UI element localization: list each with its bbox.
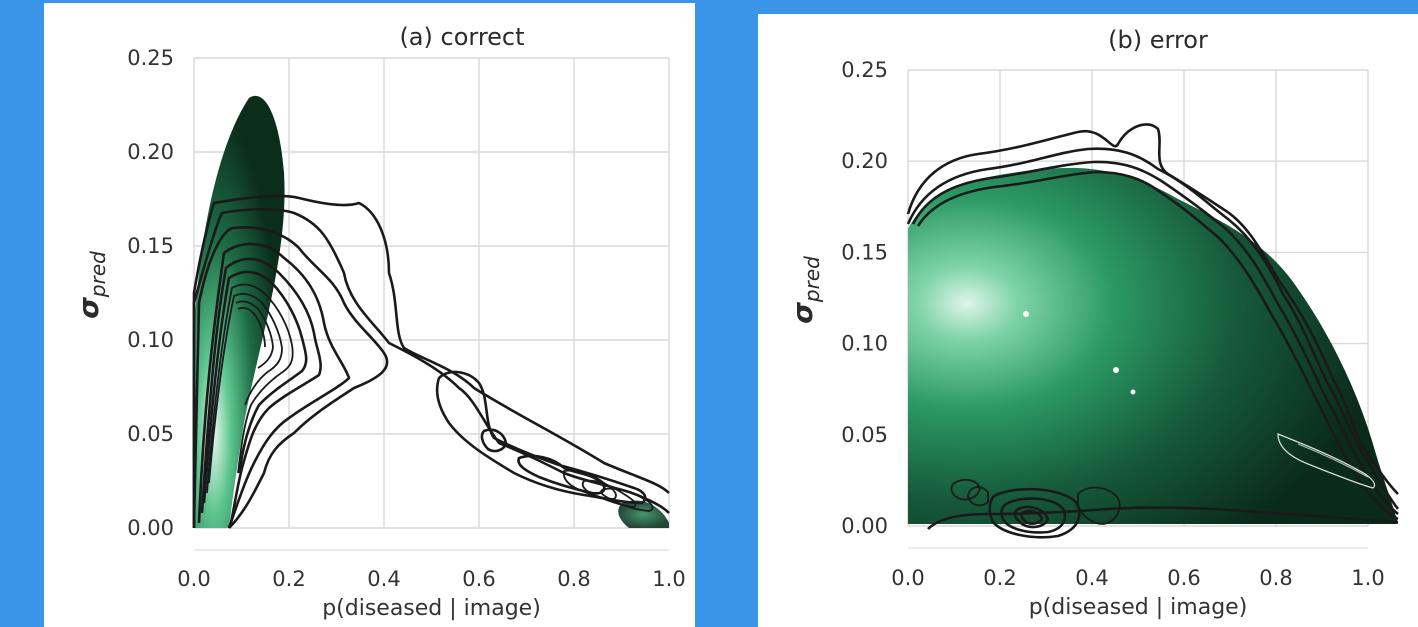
y-tick-label: 0.15 <box>127 234 174 258</box>
y-axis-label: σpred <box>72 251 110 319</box>
y-tick-label: 0.10 <box>127 328 174 352</box>
chart-svg-correct: 0.0 0.2 0.4 0.6 0.8 1.0 0.00 0.05 0.10 0.15 0.20 0.… <box>72 23 686 621</box>
x-tick-label: 0.8 <box>557 567 590 591</box>
axis-labels: 0.0 0.2 0.4 0.6 0.8 1.0 0.00 0.05 0.10 0.15 0.20 0.… <box>786 26 1385 620</box>
x-tick-label: 0.8 <box>1259 566 1292 590</box>
x-tick-label: 0.4 <box>367 567 400 591</box>
y-tick-label: 0.05 <box>127 422 174 446</box>
density-fill-main <box>194 95 285 528</box>
x-tick-label: 0.0 <box>177 567 210 591</box>
x-tick-label: 0.4 <box>1075 566 1108 590</box>
axis-labels: 0.0 0.2 0.4 0.6 0.8 1.0 0.00 0.05 0.10 0.15 0.20 0.… <box>72 23 686 621</box>
y-axis-subscript: pred <box>800 256 824 303</box>
y-axis-symbol: σ <box>72 297 105 319</box>
y-tick-label: 0.10 <box>841 332 888 356</box>
y-axis-subscript: pred <box>86 251 110 298</box>
density-contours <box>906 123 1400 539</box>
y-tick-label: 0.20 <box>841 149 888 173</box>
y-tick-label: 0.05 <box>841 423 888 447</box>
density-fill-tail <box>618 500 669 528</box>
x-tick-label: 0.6 <box>462 567 495 591</box>
x-tick-label: 0.2 <box>272 567 305 591</box>
y-tick-label: 0.00 <box>841 514 888 538</box>
y-tick-label: 0.20 <box>127 140 174 164</box>
y-tick-label: 0.15 <box>841 240 888 264</box>
chart-svg-error: 0.0 0.2 0.4 0.6 0.8 1.0 0.00 0.05 0.10 0.15 0.20 0.… <box>786 26 1400 620</box>
y-axis-label: σpred <box>786 256 824 324</box>
x-tick-label: 1.0 <box>1351 566 1384 590</box>
y-axis-symbol: σ <box>786 302 819 324</box>
x-tick-label: 0.6 <box>1167 566 1200 590</box>
density-contours <box>192 194 670 529</box>
density-fill-main <box>908 167 1398 524</box>
x-axis-label: p(diseased | image) <box>1029 595 1248 620</box>
x-tick-label: 0.2 <box>983 566 1016 590</box>
x-tick-label: 1.0 <box>652 567 685 591</box>
y-tick-label: 0.25 <box>841 58 888 82</box>
chart-panel-error: 0.0 0.2 0.4 0.6 0.8 1.0 0.00 0.05 0.10 0.15 0.20 0.… <box>758 14 1418 627</box>
y-tick-label: 0.00 <box>127 516 174 540</box>
x-axis-label: p(diseased | image) <box>322 596 541 621</box>
density-highlights <box>1023 311 1376 489</box>
chart-panel-correct: 0.0 0.2 0.4 0.6 0.8 1.0 0.00 0.05 0.10 0.15 0.20 0.… <box>44 3 695 627</box>
chart-title: (a) correct <box>399 23 524 51</box>
y-tick-label: 0.25 <box>127 46 174 70</box>
x-tick-label: 0.0 <box>891 566 924 590</box>
chart-title: (b) error <box>1108 26 1208 54</box>
